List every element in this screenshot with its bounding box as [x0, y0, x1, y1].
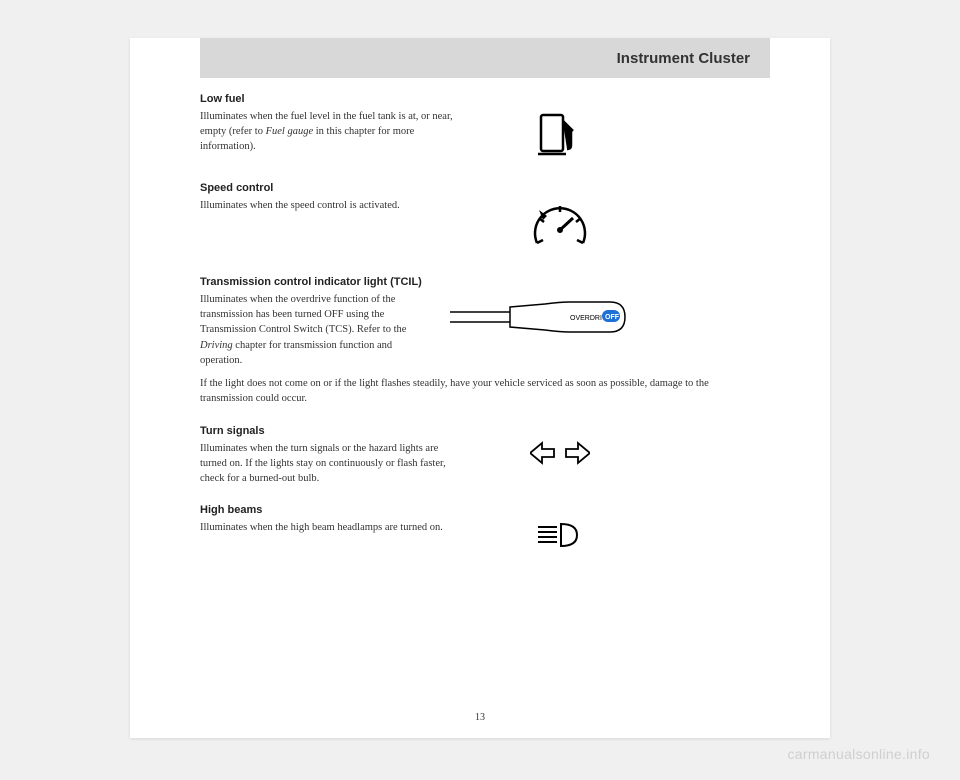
- heading-speed-control: Speed control: [200, 182, 770, 194]
- section-low-fuel: Low fuel Illuminates when the fuel level…: [200, 93, 770, 164]
- speedometer-icon: [480, 198, 640, 258]
- section-body: Illuminates when the overdrive function …: [200, 292, 770, 368]
- heading-turn-signals: Turn signals: [200, 425, 770, 437]
- fuel-pump-icon: [480, 109, 640, 164]
- high-beam-icon: [480, 520, 640, 550]
- section-body: Illuminates when the high beam headlamps…: [200, 520, 770, 550]
- page-content: Low fuel Illuminates when the fuel level…: [130, 78, 830, 550]
- heading-high-beams: High beams: [200, 504, 770, 516]
- heading-tcil: Transmission control indicator light (TC…: [200, 276, 770, 288]
- section-high-beams: High beams Illuminates when the high bea…: [200, 504, 770, 550]
- text-low-fuel: Illuminates when the fuel level in the f…: [200, 109, 460, 155]
- text-tcil-warning: If the light does not come on or if the …: [200, 376, 720, 406]
- text-speed-control: Illuminates when the speed control is ac…: [200, 198, 460, 213]
- page-number: 13: [130, 712, 830, 723]
- text-high-beams: Illuminates when the high beam headlamps…: [200, 520, 460, 535]
- header-bar: Instrument Cluster: [200, 38, 770, 78]
- section-turn-signals: Turn signals Illuminates when the turn s…: [200, 425, 770, 487]
- text-tcil: Illuminates when the overdrive function …: [200, 292, 430, 368]
- section-body: Illuminates when the turn signals or the…: [200, 441, 770, 487]
- heading-low-fuel: Low fuel: [200, 93, 770, 105]
- manual-page: Instrument Cluster Low fuel Illuminates …: [130, 38, 830, 738]
- section-tcil: Transmission control indicator light (TC…: [200, 276, 770, 407]
- section-body: Illuminates when the speed control is ac…: [200, 198, 770, 258]
- off-label: OFF: [605, 314, 620, 321]
- text-turn-signals: Illuminates when the turn signals or the…: [200, 441, 460, 487]
- section-body: Illuminates when the fuel level in the f…: [200, 109, 770, 164]
- watermark: carmanualsonline.info: [788, 746, 931, 762]
- section-speed-control: Speed control Illuminates when the speed…: [200, 182, 770, 258]
- page-title: Instrument Cluster: [617, 50, 750, 67]
- turn-signal-arrows-icon: [480, 441, 640, 466]
- shifter-overdrive-icon: OVERDRIVE OFF: [450, 292, 650, 342]
